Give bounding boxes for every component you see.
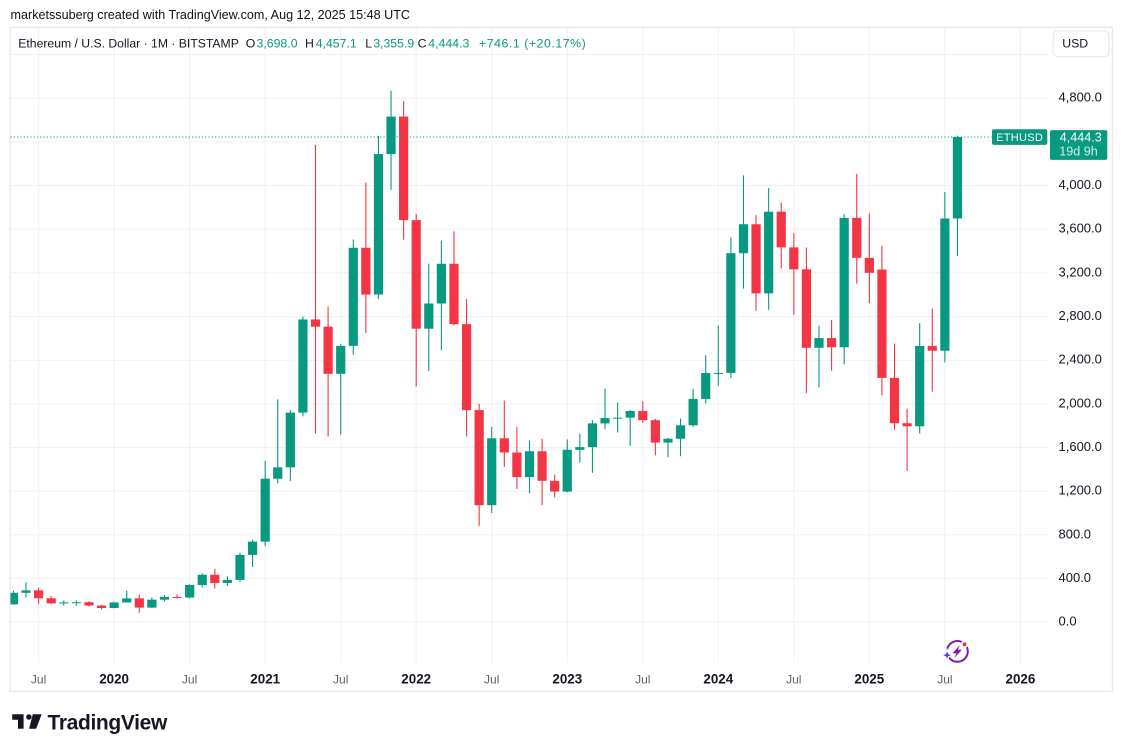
svg-text:Jul: Jul <box>937 673 952 687</box>
svg-text:C: C <box>418 37 427 51</box>
svg-text:2024: 2024 <box>703 672 733 687</box>
svg-text:2026: 2026 <box>1006 672 1036 687</box>
svg-text:Jul: Jul <box>635 673 650 687</box>
svg-text:2,400.0: 2,400.0 <box>1059 352 1102 367</box>
svg-text:4,800.0: 4,800.0 <box>1059 90 1102 105</box>
svg-text:ETHUSD: ETHUSD <box>996 132 1043 144</box>
svg-text:3,698.0: 3,698.0 <box>257 37 298 51</box>
svg-text:Jul: Jul <box>31 673 46 687</box>
svg-text:USD: USD <box>1062 37 1088 51</box>
svg-text:2022: 2022 <box>401 672 431 687</box>
svg-text:TradingView: TradingView <box>48 711 168 734</box>
svg-text:Jul: Jul <box>484 673 499 687</box>
svg-text:4,444.3: 4,444.3 <box>428 37 469 51</box>
svg-text:H: H <box>305 37 314 51</box>
svg-text:Jul: Jul <box>786 673 801 687</box>
svg-text:Jul: Jul <box>182 673 197 687</box>
svg-text:2,000.0: 2,000.0 <box>1059 395 1102 410</box>
svg-text:3,600.0: 3,600.0 <box>1059 221 1102 236</box>
svg-text:O: O <box>246 37 256 51</box>
svg-text:2020: 2020 <box>99 672 129 687</box>
svg-text:+746.1 (+20.17%): +746.1 (+20.17%) <box>479 37 586 51</box>
svg-text:2,800.0: 2,800.0 <box>1059 308 1102 323</box>
svg-text:Jul: Jul <box>333 673 348 687</box>
svg-text:0.0: 0.0 <box>1059 614 1077 629</box>
svg-text:400.0: 400.0 <box>1059 570 1092 585</box>
svg-text:19d 9h: 19d 9h <box>1059 144 1098 158</box>
svg-text:Ethereum / U.S. Dollar · 1M ·: Ethereum / U.S. Dollar · 1M · BITSTAMP <box>18 37 239 51</box>
svg-text:L: L <box>365 37 372 51</box>
svg-text:4,000.0: 4,000.0 <box>1059 177 1102 192</box>
svg-text:800.0: 800.0 <box>1059 526 1092 541</box>
svg-text:2023: 2023 <box>552 672 582 687</box>
svg-text:4,457.1: 4,457.1 <box>316 37 357 51</box>
svg-text:3,355.9: 3,355.9 <box>373 37 414 51</box>
svg-text:2025: 2025 <box>854 672 884 687</box>
svg-text:4,444.3: 4,444.3 <box>1060 130 1102 144</box>
svg-text:1,200.0: 1,200.0 <box>1059 483 1102 498</box>
svg-text:1,600.0: 1,600.0 <box>1059 439 1102 454</box>
svg-text:2021: 2021 <box>250 672 280 687</box>
svg-text:3,200.0: 3,200.0 <box>1059 264 1102 279</box>
